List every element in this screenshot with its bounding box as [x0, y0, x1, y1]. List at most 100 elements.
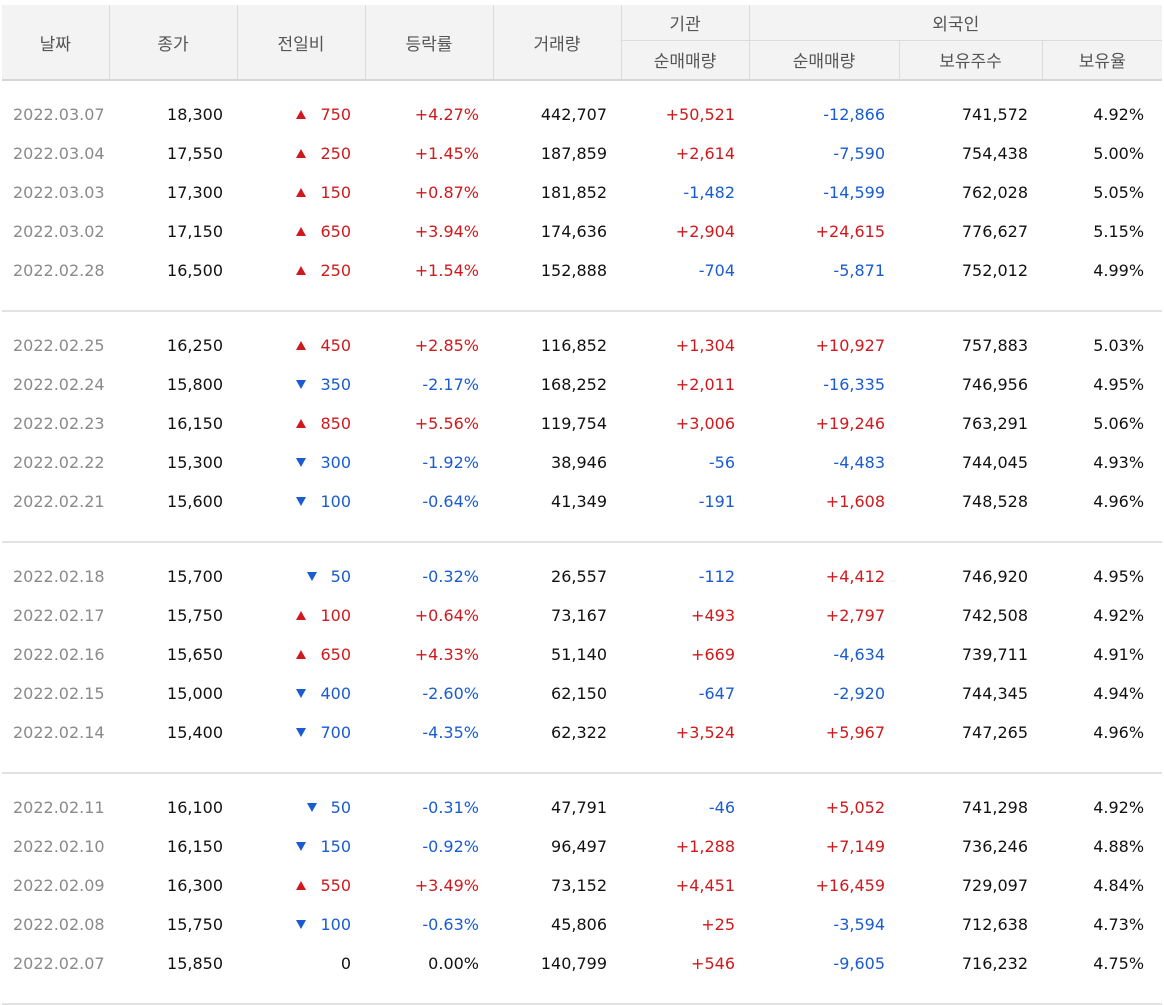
rate-cell: 0.00%	[428, 954, 479, 973]
date-cell: 2022.02.07	[13, 954, 105, 973]
holding-ratio-cell: 4.91%	[1093, 645, 1145, 664]
rate-cell: +2.85%	[414, 336, 479, 355]
date-cell: 2022.02.15	[13, 684, 105, 703]
volume-cell: 96,497	[551, 837, 607, 856]
triangle-up-icon	[296, 419, 307, 428]
table-row: 2022.02.21 15,600 100 -0.64% 41,349 -191 +1,60…	[2, 482, 1162, 521]
frgn-net-cell: +24,615	[815, 222, 885, 241]
change-value: 100	[320, 915, 351, 934]
close-cell: 17,150	[167, 222, 223, 241]
triangle-down-icon	[296, 380, 307, 389]
change-cell: 150	[237, 173, 365, 212]
change-cell: 0	[237, 944, 365, 983]
inst-net-cell: +1,304	[675, 336, 735, 355]
frgn-net-cell: +19,246	[815, 414, 885, 433]
change-value: 150	[320, 837, 351, 856]
change-cell: 400	[237, 674, 365, 713]
holdings-cell: 748,528	[961, 492, 1028, 511]
holding-ratio-cell: 4.96%	[1093, 723, 1145, 742]
holdings-cell: 747,265	[961, 723, 1028, 742]
frgn-net-cell: +2,797	[825, 606, 885, 625]
change-value: 0	[340, 954, 351, 973]
frgn-net-cell: -12,866	[823, 105, 885, 124]
close-cell: 16,100	[167, 798, 223, 817]
frgn-net-cell: +4,412	[825, 567, 885, 586]
holding-ratio-cell: 5.06%	[1093, 414, 1145, 433]
table-row: 2022.02.09 16,300 550 +3.49% 73,152 +4,451 +16…	[2, 866, 1162, 905]
date-cell: 2022.02.14	[13, 723, 105, 742]
rate-cell: -2.17%	[422, 375, 479, 394]
table-row: 2022.03.03 17,300 150 +0.87% 181,852 -1,482 -1…	[2, 173, 1162, 212]
change-cell: 550	[237, 866, 365, 905]
date-cell: 2022.03.04	[13, 144, 105, 163]
date-cell: 2022.03.02	[13, 222, 105, 241]
change-value: 750	[320, 105, 351, 124]
volume-cell: 51,140	[551, 645, 607, 664]
close-cell: 16,500	[167, 261, 223, 280]
rate-cell: +4.27%	[414, 105, 479, 124]
rate-cell: -2.60%	[422, 684, 479, 703]
inst-net-cell: -704	[698, 261, 735, 280]
holding-ratio-cell: 4.93%	[1093, 453, 1145, 472]
volume-cell: 140,799	[540, 954, 607, 973]
triangle-up-icon	[296, 341, 307, 350]
table-row: 2022.03.04 17,550 250 +1.45% 187,859 +2,614 -7…	[2, 134, 1162, 173]
close-cell: 15,750	[167, 915, 223, 934]
holdings-cell: 746,956	[961, 375, 1028, 394]
volume-cell: 187,859	[540, 144, 607, 163]
col-header-change: 전일비	[237, 5, 366, 81]
inst-net-cell: +2,011	[675, 375, 735, 394]
date-cell: 2022.02.16	[13, 645, 105, 664]
rate-cell: +3.49%	[414, 876, 479, 895]
col-header-date: 날짜	[2, 5, 110, 81]
col-header-close: 종가	[109, 5, 238, 81]
holdings-cell: 746,920	[961, 567, 1028, 586]
table-row: 2022.02.07 15,850 0 0.00% 140,799 +546 -9,605 7…	[2, 944, 1162, 983]
change-value: 100	[320, 606, 351, 625]
inst-net-cell: +4,451	[675, 876, 735, 895]
triangle-up-icon	[296, 149, 307, 158]
change-value: 650	[320, 222, 351, 241]
rate-cell: +1.45%	[414, 144, 479, 163]
frgn-net-cell: -14,599	[823, 183, 885, 202]
table-row: 2022.03.07 18,300 750 +4.27% 442,707 +50,521 -…	[2, 95, 1162, 134]
frgn-net-cell: +1,608	[825, 492, 885, 511]
change-cell: 150	[237, 827, 365, 866]
volume-cell: 73,167	[551, 606, 607, 625]
rate-cell: +4.33%	[414, 645, 479, 664]
date-cell: 2022.02.23	[13, 414, 105, 433]
close-cell: 16,250	[167, 336, 223, 355]
inst-net-cell: +50,521	[665, 105, 735, 124]
table-row: 2022.02.22 15,300 300 -1.92% 38,946 -56 -4,483…	[2, 443, 1162, 482]
rate-cell: -0.92%	[422, 837, 479, 856]
frgn-net-cell: -4,483	[833, 453, 885, 472]
triangle-down-icon	[296, 920, 307, 929]
close-cell: 16,300	[167, 876, 223, 895]
change-cell: 300	[237, 443, 365, 482]
close-cell: 15,800	[167, 375, 223, 394]
frgn-net-cell: -5,871	[833, 261, 885, 280]
change-value: 300	[320, 453, 351, 472]
holdings-cell: 712,638	[961, 915, 1028, 934]
col-header-volume: 거래량	[493, 5, 622, 81]
rate-cell: -0.32%	[422, 567, 479, 586]
inst-net-cell: -46	[708, 798, 735, 817]
rate-cell: -1.92%	[422, 453, 479, 472]
change-value: 550	[320, 876, 351, 895]
close-cell: 15,850	[167, 954, 223, 973]
table-row: 2022.02.15 15,000 400 -2.60% 62,150 -647 -2,92…	[2, 674, 1162, 713]
change-cell: 700	[237, 713, 365, 752]
rate-cell: +3.94%	[414, 222, 479, 241]
col-group-foreigner: 외국인	[749, 5, 1163, 41]
col-header-frgn-net: 순매매량	[749, 40, 900, 81]
date-cell: 2022.02.24	[13, 375, 105, 394]
triangle-up-icon	[296, 650, 307, 659]
holding-ratio-cell: 4.92%	[1093, 105, 1145, 124]
date-cell: 2022.02.08	[13, 915, 105, 934]
rate-cell: -0.31%	[422, 798, 479, 817]
frgn-net-cell: -7,590	[833, 144, 885, 163]
holdings-cell: 739,711	[961, 645, 1028, 664]
holding-ratio-cell: 5.15%	[1093, 222, 1145, 241]
change-value: 100	[320, 492, 351, 511]
volume-cell: 26,557	[551, 567, 607, 586]
